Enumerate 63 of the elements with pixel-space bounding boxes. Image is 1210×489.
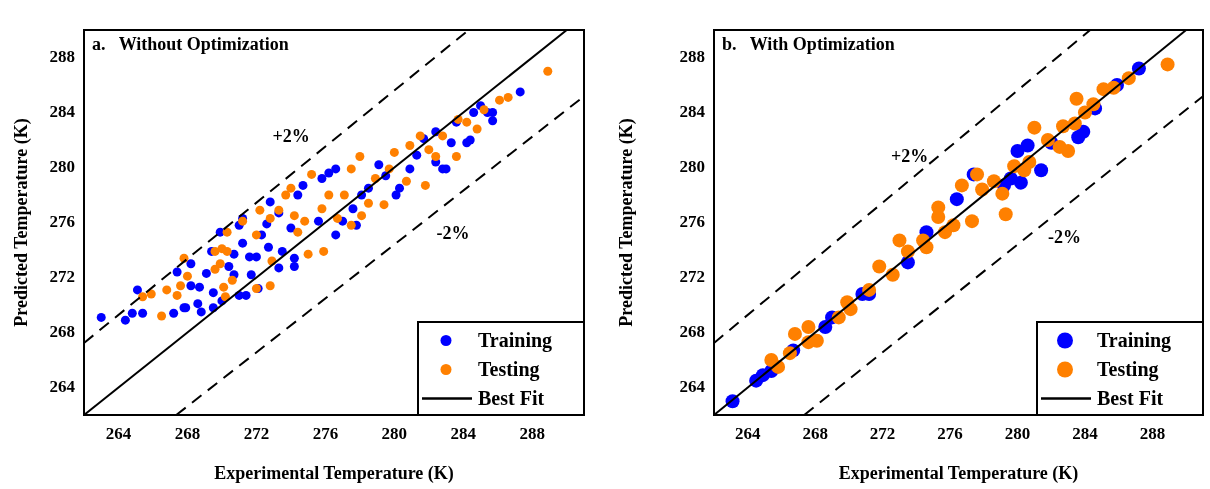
y-tick-label: 276	[49, 211, 75, 231]
y-tick-label: 288	[679, 46, 705, 66]
point	[1027, 120, 1042, 135]
point	[1069, 91, 1084, 106]
annotation: +2%	[272, 126, 310, 147]
x-tick-label: 264	[734, 423, 761, 443]
annotation: +2%	[890, 145, 929, 166]
point	[970, 167, 985, 182]
legend-label: Training	[478, 328, 553, 352]
y-tick-label: 280	[679, 156, 705, 176]
legend-label: Best Fit	[1097, 386, 1164, 409]
x-tick-label: 288	[1139, 423, 1166, 443]
legend-label: Testing	[1097, 357, 1159, 381]
x-tick-label: 276	[937, 423, 963, 443]
point	[892, 233, 907, 248]
y-tick-label: 272	[49, 266, 75, 286]
point	[1034, 163, 1049, 178]
x-axis-title: Experimental Temperature (K)	[838, 462, 1079, 484]
x-tick-label: 272	[243, 423, 270, 443]
y-tick-label: 284	[679, 101, 706, 121]
legend-label: Best Fit	[478, 386, 545, 409]
point	[787, 326, 802, 341]
annotation: -2%	[1048, 226, 1082, 247]
y-tick-label: 268	[679, 321, 705, 341]
x-tick-label: 272	[869, 423, 896, 443]
point	[954, 178, 969, 193]
y-tick-label: 268	[49, 321, 75, 341]
y-axis-title: Predicted Temperature (K)	[616, 118, 638, 327]
x-tick-label: 288	[519, 423, 546, 443]
point	[1076, 124, 1091, 139]
point	[1013, 175, 1028, 190]
x-tick-label: 276	[312, 423, 339, 443]
x-axis-title: Experimental Temperature (K)	[214, 462, 454, 484]
x-tick-label: 264	[105, 423, 132, 443]
annotation: -2%	[436, 222, 470, 243]
legend-label: Testing	[478, 357, 540, 381]
point	[1160, 57, 1175, 72]
y-tick-label: 276	[679, 211, 705, 231]
y-tick-label: 288	[49, 46, 75, 66]
chart-title: b. With Optimization	[722, 33, 895, 54]
legend-label: Training	[1097, 328, 1172, 352]
x-tick-label: 268	[802, 423, 828, 443]
y-tick-label: 264	[49, 376, 76, 396]
point	[801, 320, 816, 334]
chart-title: a. Without Optimization	[92, 33, 289, 54]
y-axis-title: Predicted Temperature (K)	[11, 118, 33, 327]
point	[931, 200, 946, 215]
point	[1020, 138, 1035, 153]
point	[872, 259, 887, 274]
x-tick-label: 268	[174, 423, 201, 443]
point	[949, 192, 964, 207]
y-tick-label: 284	[49, 101, 76, 121]
point	[1061, 144, 1076, 158]
x-tick-label: 284	[1072, 423, 1099, 443]
y-tick-label: 264	[679, 376, 706, 396]
y-tick-label: 280	[49, 156, 75, 176]
y-tick-label: 272	[679, 266, 705, 286]
x-tick-label: 280	[1004, 423, 1031, 443]
point	[998, 207, 1013, 222]
point	[995, 186, 1010, 201]
x-tick-label: 280	[381, 423, 408, 443]
x-tick-label: 284	[450, 423, 477, 443]
point	[964, 214, 979, 229]
